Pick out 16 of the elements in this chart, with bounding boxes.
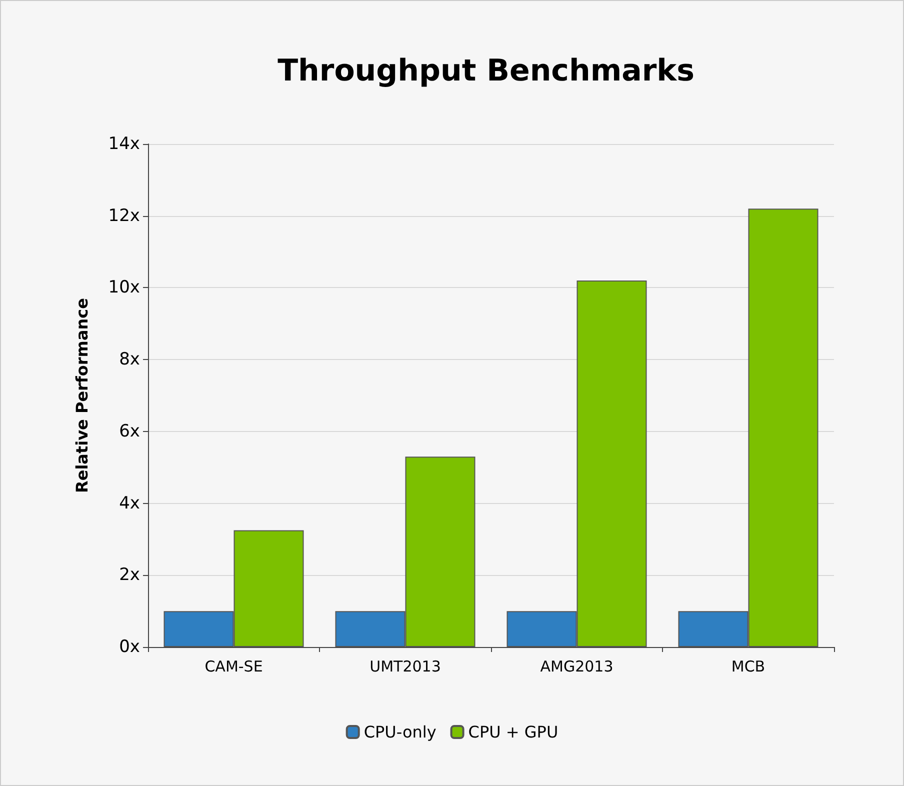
x-tick-label: UMT2013 (370, 658, 441, 676)
chart-title: Throughput Benchmarks (278, 54, 694, 88)
y-tick-label: 4x (119, 493, 140, 514)
y-tick-label: 10x (108, 278, 140, 298)
y-tick-label: 2x (119, 565, 140, 586)
x-tick-label: MCB (731, 658, 766, 676)
y-tick-label: 14x (108, 134, 140, 154)
x-tick-label: AMG2013 (540, 658, 614, 676)
legend-label: CPU + GPU (468, 722, 558, 742)
y-tick-label: 12x (108, 206, 140, 226)
y-tick-label: 8x (119, 350, 140, 370)
x-tick-label: CAM-SE (204, 658, 263, 676)
y-tick-label: 0x (119, 637, 140, 657)
y-tick-label: 6x (119, 421, 140, 442)
y-axis-title: Relative Performance (72, 298, 92, 493)
legend-label: CPU-only (364, 722, 436, 742)
